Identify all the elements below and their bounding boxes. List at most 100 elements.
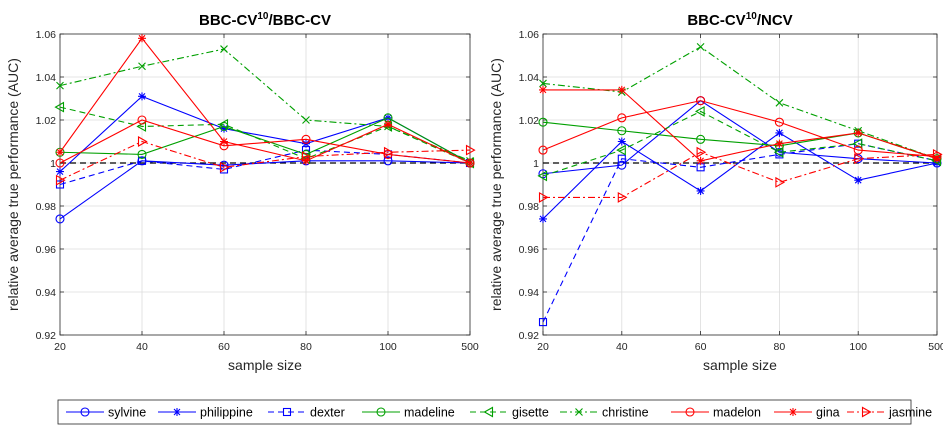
data-point-madelon bbox=[696, 96, 706, 106]
data-point-philippine bbox=[539, 214, 547, 223]
legend-item-madelon: madelon bbox=[671, 406, 761, 420]
legend-item-dexter: dexter bbox=[268, 406, 345, 420]
data-point-sylvine bbox=[617, 160, 627, 170]
y-tick-label: 0.96 bbox=[519, 244, 540, 256]
legend-marker-philippine bbox=[173, 408, 181, 416]
data-point-christine bbox=[138, 62, 146, 71]
legend-item-gisette: gisette bbox=[470, 406, 549, 420]
chart-panel-1: 20 40 60 80 100 500 0.92 0.94 0.96 0.98 1 1.02 1.04 1… bbox=[5, 11, 479, 373]
data-point-jasmine bbox=[465, 144, 476, 156]
data-point-jasmine bbox=[775, 176, 786, 188]
legend-marker-christine bbox=[575, 408, 583, 416]
x-tick-label: 500 bbox=[928, 341, 943, 353]
series-gina bbox=[56, 34, 474, 167]
series-line-gina bbox=[543, 89, 938, 162]
data-point-gina bbox=[384, 120, 392, 129]
data-point-christine bbox=[302, 116, 310, 124]
data-point-philippine bbox=[138, 92, 146, 101]
legend-label-philippine: philippine bbox=[200, 406, 253, 420]
series-line-madeline bbox=[59, 117, 471, 164]
data-point-sylvine bbox=[55, 214, 65, 224]
series-line-christine bbox=[542, 46, 938, 160]
data-point-gisette bbox=[616, 144, 626, 156]
data-point-gina bbox=[933, 154, 941, 163]
legend-label-gisette: gisette bbox=[512, 406, 549, 420]
x-tick-label: 60 bbox=[218, 341, 230, 353]
series-gina bbox=[539, 85, 941, 165]
data-point-philippine bbox=[617, 137, 626, 146]
x-tick-label: 20 bbox=[54, 341, 66, 353]
data-point-jasmine bbox=[617, 191, 628, 203]
chart-title-main: BBC-CV bbox=[199, 12, 257, 29]
legend-label-jasmine: jasmine bbox=[888, 406, 932, 420]
data-point-gina bbox=[56, 148, 64, 157]
data-point-jasmine bbox=[383, 146, 394, 158]
chart-title: BBC-CV10/BBC-CV bbox=[199, 11, 331, 29]
series-jasmine bbox=[55, 136, 476, 186]
series-line-philippine bbox=[542, 132, 938, 220]
data-point-madelon bbox=[774, 117, 784, 127]
y-tick-label: 1.06 bbox=[519, 29, 540, 41]
series-sylvine bbox=[538, 96, 942, 179]
data-point-madelon bbox=[853, 145, 863, 155]
data-point-madelon bbox=[617, 113, 627, 123]
legend-label-sylvine: sylvine bbox=[108, 406, 146, 420]
legend-item-christine: christine bbox=[560, 406, 649, 420]
x-tick-label: 80 bbox=[300, 341, 312, 353]
data-point-madelon bbox=[301, 134, 311, 144]
x-tick-label: 60 bbox=[695, 341, 707, 353]
legend-label-gina: gina bbox=[816, 406, 840, 420]
chart-panel-2: 20 40 60 80 100 500 0.92 0.94 0.96 0.98 1 1.02 1.04 1… bbox=[488, 11, 943, 373]
data-point-gina bbox=[854, 128, 863, 137]
data-point-gina bbox=[138, 34, 146, 43]
legend-label-christine: christine bbox=[602, 406, 649, 420]
y-tick-label: 1.04 bbox=[36, 72, 57, 84]
y-tick-label: 1.02 bbox=[36, 115, 57, 127]
data-point-christine bbox=[775, 98, 784, 107]
y-axis-label: relative average true performance (AUC) bbox=[5, 58, 21, 311]
data-point-madelon bbox=[137, 115, 147, 125]
series-madelon bbox=[538, 96, 942, 162]
y-tick-label: 0.92 bbox=[519, 330, 540, 342]
y-tick-label: 0.98 bbox=[519, 201, 540, 213]
series-gisette bbox=[537, 105, 942, 182]
y-tick-label: 0.94 bbox=[36, 287, 57, 299]
y-tick-label: 0.94 bbox=[519, 287, 540, 299]
legend-marker-jasmine bbox=[861, 406, 872, 418]
legend-marker-madelon bbox=[685, 407, 695, 417]
legend-item-sylvine: sylvine bbox=[66, 406, 146, 420]
series-line-dexter bbox=[542, 143, 938, 323]
legend-item-gina: gina bbox=[774, 406, 840, 420]
series-christine bbox=[56, 45, 474, 165]
data-point-dexter bbox=[137, 156, 147, 165]
series-line-dexter bbox=[59, 149, 471, 186]
x-axis-label: sample size bbox=[703, 357, 777, 373]
series-christine bbox=[539, 43, 941, 163]
series-line-gina bbox=[59, 37, 471, 164]
series-line-christine bbox=[59, 48, 471, 162]
data-point-jasmine bbox=[301, 151, 312, 162]
data-point-philippine bbox=[696, 186, 705, 195]
data-point-jasmine bbox=[932, 148, 943, 160]
data-point-gina bbox=[539, 85, 547, 94]
legend-marker-madeline bbox=[376, 407, 386, 417]
legend: sylvine philippine dexter madeline gisette ch… bbox=[57, 399, 932, 425]
y-tick-label: 1 bbox=[533, 158, 539, 170]
data-point-gisette bbox=[218, 118, 229, 130]
data-point-gina bbox=[775, 139, 784, 148]
data-point-gina bbox=[617, 85, 626, 94]
data-point-madelon bbox=[55, 158, 65, 168]
data-point-christine bbox=[56, 81, 64, 90]
data-point-christine bbox=[220, 45, 228, 53]
x-tick-label: 20 bbox=[537, 341, 549, 353]
data-point-philippine bbox=[56, 167, 64, 176]
data-point-gina bbox=[466, 159, 474, 167]
series-line-madelon bbox=[59, 119, 471, 164]
data-point-jasmine bbox=[854, 153, 864, 165]
x-tick-label: 80 bbox=[774, 341, 786, 353]
chart-title-rest: /NCV bbox=[757, 12, 793, 29]
series-madeline bbox=[55, 113, 475, 168]
series-jasmine bbox=[538, 146, 943, 203]
legend-item-madeline: madeline bbox=[362, 406, 455, 420]
data-point-gisette bbox=[773, 146, 784, 158]
